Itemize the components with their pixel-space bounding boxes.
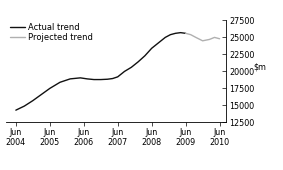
Projected trend	[208, 38, 211, 40]
Projected trend	[218, 38, 221, 40]
Actual trend	[116, 76, 119, 78]
Projected trend	[201, 40, 204, 42]
Actual trend	[174, 32, 177, 34]
Projected trend	[184, 32, 187, 34]
Actual trend	[111, 78, 114, 80]
Actual trend	[143, 55, 147, 57]
Legend: Actual trend, Projected trend: Actual trend, Projected trend	[10, 23, 93, 42]
Actual trend	[23, 105, 26, 107]
Actual trend	[106, 78, 109, 80]
Actual trend	[68, 78, 72, 80]
Actual trend	[40, 94, 43, 96]
Projected trend	[189, 34, 192, 36]
Line: Projected trend: Projected trend	[186, 33, 220, 41]
Actual trend	[58, 81, 62, 83]
Y-axis label: $m: $m	[254, 62, 267, 71]
Projected trend	[194, 36, 198, 38]
Actual trend	[136, 61, 140, 63]
Actual trend	[31, 100, 35, 102]
Actual trend	[99, 79, 102, 81]
Projected trend	[213, 36, 216, 38]
Actual trend	[150, 47, 153, 49]
Actual trend	[79, 77, 82, 79]
Actual trend	[92, 79, 96, 81]
Actual trend	[169, 34, 172, 36]
Actual trend	[184, 32, 187, 34]
Actual trend	[130, 66, 133, 68]
Actual trend	[14, 109, 18, 111]
Actual trend	[157, 42, 160, 44]
Actual trend	[164, 36, 167, 38]
Actual trend	[85, 78, 89, 80]
Actual trend	[179, 32, 182, 34]
Actual trend	[48, 87, 52, 89]
Actual trend	[123, 70, 126, 72]
Line: Actual trend: Actual trend	[16, 33, 186, 110]
